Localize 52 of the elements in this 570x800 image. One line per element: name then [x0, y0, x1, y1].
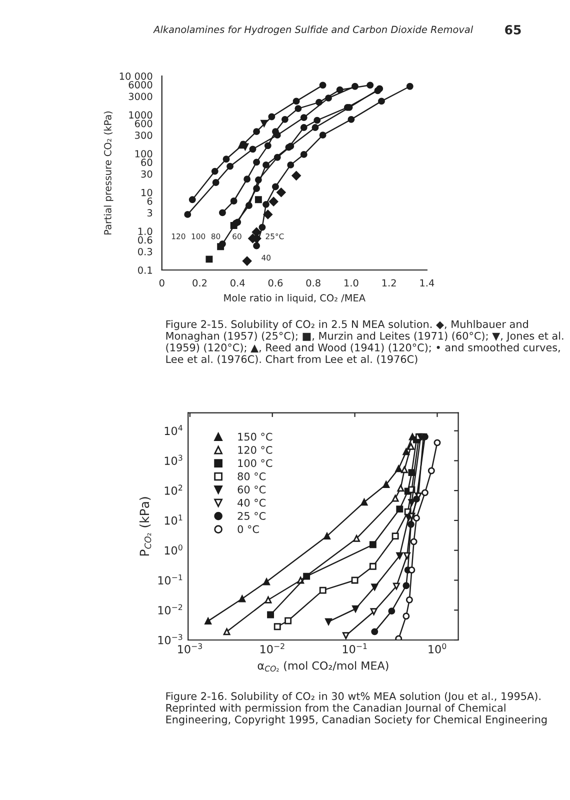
y-tick-label: 10 000: [120, 72, 152, 80]
x-tick-label: 10$^{−2}$: [260, 643, 284, 654]
x-axis-title: α$_{CO₂}$ (mol CO₂/mol MEA): [258, 661, 388, 672]
caption: Figure 2-15. Solubility of CO₂ in 2.5 N MEA solution. ◆, Muhlbauer and Monaghan (1957) (25°C); ■, Murzin and Leites (1971) (60°C); ▼, Jones et al. (1959) (120°C); ▲, Reed and Wood (1941) (120°C); • and smoothed curves, Lee et al. (1976C). Chart from Lee et al. (1976C): [166, 320, 564, 364]
y-tick-label: 600: [134, 120, 152, 128]
x-tick-label: 0: [159, 279, 164, 287]
y-tick-label: 10$^{−1}$: [158, 574, 182, 585]
y-tick-label: 1.0: [138, 228, 152, 236]
x-tick-label: 1.2: [382, 279, 396, 286]
y-tick-label: 6000: [128, 81, 152, 88]
y-tick-label: 1000: [129, 111, 152, 119]
legend-label: 60 °C: [238, 486, 266, 494]
legend-label: 40 °C: [238, 498, 266, 507]
y-tick-label: 10$^{−2}$: [158, 604, 182, 614]
legend-label: 0 °C: [238, 525, 259, 534]
x-tick-label: 10$^{−1}$: [342, 643, 367, 654]
y-tick-label: 10$^{0}$: [164, 544, 182, 555]
y-tick-label: 60: [141, 158, 152, 166]
y-tick-label: 3000: [128, 92, 152, 100]
legend-label: 150 °C: [238, 432, 272, 441]
legend-label: 25 °C: [238, 512, 266, 520]
x-tick-label: 1.4: [420, 279, 434, 286]
y-tick-label: 0.1: [138, 266, 152, 274]
y-tick-label: 10$^{3}$: [164, 454, 182, 465]
x-tick-label: 10$^{0}$: [428, 643, 446, 654]
caption: Figure 2-16. Solubility of CO₂ in 30 wt% MEA solution (Jou et al., 1995A). Reprinted with permission from the Canadian Journal of Chemical Engineering, Copyright 1995, Canadian Society for Chemical Engineering: [166, 692, 547, 726]
x-tick-label: 1.0: [344, 279, 358, 287]
text: Alkanolamines for Hydrogen Sulfide and Carbon Dioxide Removal: [153, 26, 474, 36]
y-tick-label: 6: [147, 197, 152, 205]
x-tick-label: 0.6: [268, 279, 283, 287]
legend-label: 100 °C: [238, 459, 272, 468]
y-axis-title: Partial pressure CO₂ (kPa): [104, 111, 114, 234]
x-axis-title: Mole ratio in liquid, CO₂ /MEA: [224, 294, 366, 304]
x-tick-label: 0.2: [192, 279, 206, 287]
y-tick-label: 10$^{1}$: [164, 514, 182, 525]
legend-label: 80 °C: [238, 472, 266, 480]
y-tick-label: 300: [135, 132, 152, 139]
y-tick-label: 10$^{2}$: [164, 484, 182, 495]
text: 65: [505, 25, 521, 34]
y-tick-label: 100: [135, 150, 152, 158]
y-tick-label: 30: [141, 170, 152, 178]
x-tick-label: 0.8: [306, 279, 320, 287]
y-tick-label: 0.3: [138, 248, 152, 256]
legend-label: 120 °C: [238, 446, 272, 454]
x-tick-label: 0.4: [230, 279, 245, 287]
x-tick-label: 10$^{−3}$: [178, 643, 202, 654]
y-tick-label: 3: [147, 209, 152, 217]
y-tick-label: 10$^{4}$: [164, 425, 182, 436]
y-tick-label: 0.6: [138, 236, 152, 244]
y-axis-title: P$_{CO₂}$ (kPa): [139, 497, 152, 556]
y-tick-label: 10: [142, 188, 152, 196]
y-tick-label: 10$^{−3}$: [158, 634, 182, 644]
